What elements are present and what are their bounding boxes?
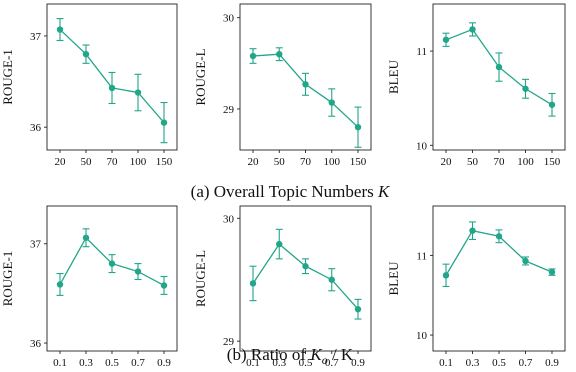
caption-text-suffix: / K — [328, 345, 354, 364]
plot-frame — [432, 205, 566, 352]
data-point — [302, 263, 309, 270]
y-tick-label: 11 — [416, 46, 427, 58]
y-axis-label: ROUGE-L — [193, 250, 208, 307]
data-point — [328, 99, 335, 106]
x-tick-label: 0.9 — [545, 357, 559, 369]
x-tick-label: 100 — [130, 156, 147, 168]
x-tick-label: 70 — [107, 156, 119, 168]
data-point — [548, 101, 556, 108]
y-tick-label: 30 — [223, 213, 235, 225]
x-tick-label: 70 — [300, 156, 312, 168]
chart-panel-3: 20 50 70 100 150 10 11 BLEU — [386, 3, 566, 168]
x-tick-label: 0.5 — [299, 357, 313, 369]
data-point — [134, 89, 142, 96]
chart-panel-2: 20 50 70 100 150 29 30 ROUGE-L — [193, 3, 372, 168]
y-axis-label: ROUGE-1 — [0, 251, 15, 307]
chart-panel-6: 0.1 0.3 0.5 0.7 0.9 10 11 BLEU — [386, 205, 566, 369]
chart-panel-5: 0.1 0.3 0.5 0.7 0.9 29 30 ROUGE-L — [193, 205, 372, 369]
data-point — [56, 26, 64, 33]
y-axis-label: ROUGE-1 — [0, 49, 15, 105]
data-point — [302, 81, 309, 88]
data-point — [249, 52, 257, 60]
y-tick-label: 11 — [416, 250, 427, 262]
data-point — [249, 280, 257, 287]
x-tick-label: 0.1 — [246, 357, 260, 369]
data-point — [276, 240, 283, 248]
data-point — [56, 281, 64, 288]
y-axis-label: BLEU — [386, 261, 401, 296]
x-tick-label: 50 — [467, 156, 479, 168]
y-tick-label: 30 — [223, 13, 235, 25]
x-tick-label: 20 — [55, 156, 67, 168]
x-tick-label: 150 — [544, 156, 561, 168]
caption-bottom: (b) Ratio of Ko / K — [227, 345, 354, 367]
data-point — [134, 268, 142, 275]
data-point — [160, 119, 168, 126]
chart-panel-1: 20 50 70 100 150 36 37 ROUGE-1 — [0, 3, 178, 168]
x-tick-label: 50 — [81, 156, 93, 168]
data-point — [522, 257, 529, 265]
x-tick-label: 20 — [441, 156, 453, 168]
x-tick-label: 0.7 — [325, 357, 339, 369]
panels: 20 50 70 100 150 36 37 ROUGE-1 20 50 70 100 150 29 30 R… — [0, 3, 566, 369]
y-axis-label: ROUGE-L — [193, 48, 208, 105]
x-tick-label: 0.5 — [105, 357, 119, 369]
data-point — [108, 260, 116, 267]
x-tick-label: 0.3 — [272, 357, 286, 369]
data-point — [495, 233, 503, 240]
data-point — [522, 85, 529, 92]
data-point — [160, 282, 168, 289]
y-tick-label: 37 — [30, 239, 42, 251]
data-point — [276, 50, 283, 58]
y-tick-label: 36 — [30, 122, 42, 134]
data-point — [354, 306, 362, 313]
x-tick-label: 0.7 — [131, 357, 145, 369]
x-tick-label: 150 — [156, 156, 173, 168]
x-tick-label: 0.5 — [492, 357, 506, 369]
y-tick-label: 29 — [223, 104, 235, 116]
x-tick-label: 0.7 — [519, 357, 533, 369]
x-tick-label: 50 — [274, 156, 286, 168]
data-point — [495, 63, 503, 71]
caption-variable: K — [377, 182, 391, 201]
y-tick-label: 36 — [30, 338, 42, 350]
x-tick-label: 20 — [248, 156, 260, 168]
data-point — [82, 234, 90, 241]
data-point — [442, 36, 450, 43]
x-tick-label: 150 — [350, 156, 367, 168]
y-tick-label: 10 — [416, 330, 428, 342]
caption-text: (a) Overall Topic Numbers — [191, 182, 378, 201]
x-tick-label: 0.3 — [79, 357, 93, 369]
data-point — [328, 276, 335, 283]
series-line — [252, 243, 359, 310]
chart-panel-4: 0.1 0.3 0.5 0.7 0.9 36 37 ROUGE-1 — [0, 205, 178, 369]
data-point — [548, 268, 556, 276]
y-tick-label: 10 — [416, 140, 428, 152]
x-tick-label: 100 — [517, 156, 534, 168]
data-point — [354, 123, 362, 131]
caption-top: (a) Overall Topic Numbers K — [191, 182, 391, 201]
plot-frame — [46, 205, 178, 352]
x-tick-label: 0.1 — [439, 357, 453, 369]
x-tick-label: 0.9 — [351, 357, 365, 369]
x-tick-label: 0.9 — [157, 357, 171, 369]
data-point — [442, 272, 450, 279]
caption-subscript: o — [322, 353, 328, 367]
data-point — [469, 26, 476, 33]
y-axis-label: BLEU — [386, 59, 401, 94]
x-tick-label: 0.1 — [53, 357, 67, 369]
data-point — [469, 227, 476, 234]
data-point — [82, 50, 90, 58]
x-tick-label: 100 — [324, 156, 341, 168]
caption-variable: K — [309, 345, 323, 364]
plot-frame — [239, 205, 372, 352]
x-tick-label: 0.3 — [466, 357, 480, 369]
x-tick-label: 70 — [494, 156, 506, 168]
caption-text: (b) Ratio of — [227, 345, 311, 364]
data-point — [108, 84, 116, 92]
y-tick-label: 29 — [223, 336, 235, 348]
y-tick-label: 37 — [30, 31, 42, 43]
